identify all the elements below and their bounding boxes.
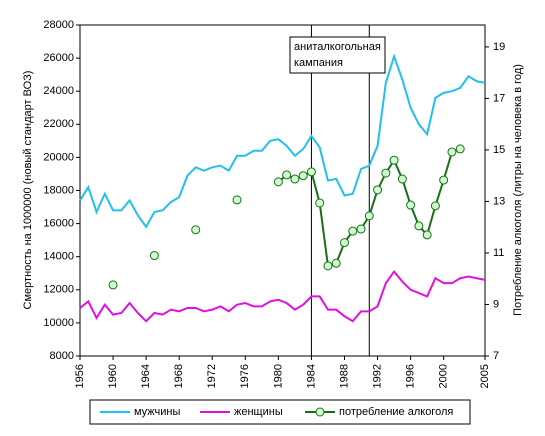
annotation-box — [289, 36, 386, 74]
y2-tick-label: 13 — [493, 195, 505, 207]
marker — [149, 251, 159, 261]
marker — [331, 258, 341, 268]
x-tick-label: 1984 — [305, 364, 317, 388]
x-tick-label: 1988 — [338, 364, 350, 388]
y2-tick-label: 7 — [493, 350, 499, 362]
y2-tick-label: 11 — [493, 247, 504, 259]
marker — [373, 185, 383, 195]
marker — [422, 230, 432, 240]
legend-label: мужчины — [134, 406, 180, 418]
marker — [406, 200, 416, 210]
marker — [348, 226, 358, 236]
marker — [447, 147, 457, 157]
x-tick-label: 1980 — [272, 364, 284, 388]
y-tick-label: 16000 — [43, 218, 74, 230]
legend-label: потребление алкоголя — [339, 406, 453, 418]
x-tick-label: 1960 — [107, 364, 119, 388]
y-tick-label: 20000 — [43, 151, 74, 163]
y-tick-label: 28000 — [43, 19, 74, 31]
marker — [306, 167, 316, 177]
annotation: кампания — [294, 57, 343, 69]
marker — [298, 171, 308, 181]
marker — [273, 177, 283, 187]
x-tick-label: 1964 — [140, 364, 152, 388]
y2-tick-label: 9 — [493, 298, 499, 310]
marker — [315, 198, 325, 208]
x-tick-label: 1968 — [173, 364, 185, 388]
marker — [339, 238, 349, 248]
marker — [356, 224, 366, 234]
marker — [430, 201, 440, 211]
x-tick-label: 1972 — [206, 364, 218, 388]
x-tick-label: 1996 — [405, 364, 417, 388]
x-tick-label: 1992 — [371, 364, 383, 388]
marker — [381, 168, 391, 178]
marker — [455, 144, 465, 154]
y2-tick-label: 15 — [493, 144, 505, 156]
plot-frame — [79, 24, 486, 357]
series-line — [79, 53, 486, 229]
marker — [232, 195, 242, 205]
marker — [282, 170, 292, 180]
legend-frame — [89, 399, 471, 425]
marker — [439, 175, 449, 185]
marker — [364, 211, 374, 221]
legend-label: женщины — [234, 406, 283, 418]
marker — [323, 261, 333, 271]
legend-marker — [315, 407, 325, 417]
y-tick-label: 22000 — [43, 118, 74, 130]
marker — [191, 225, 201, 235]
y-tick-label: 18000 — [43, 184, 74, 196]
x-tick-label: 1976 — [239, 364, 251, 388]
y-tick-label: 14000 — [43, 251, 74, 263]
y2-tick-label: 17 — [493, 92, 505, 104]
x-tick-label: 1956 — [74, 364, 86, 388]
marker — [108, 280, 118, 290]
marker — [290, 174, 300, 184]
y-axis-label: Смертность на 1000000 (новый стандарт ВО… — [22, 71, 34, 310]
series-line — [79, 269, 486, 323]
y2-tick-label: 19 — [493, 41, 505, 53]
y-tick-label: 24000 — [43, 85, 74, 97]
y-tick-label: 8000 — [50, 350, 74, 362]
marker — [389, 155, 399, 165]
marker — [414, 221, 424, 231]
y-tick-label: 26000 — [43, 52, 74, 64]
annotation: аниталкогольная — [294, 41, 381, 53]
x-tick-label: 2005 — [479, 364, 491, 388]
marker — [397, 174, 407, 184]
y-tick-label: 12000 — [43, 284, 74, 296]
y-tick-label: 10000 — [43, 317, 74, 329]
y2-axis-label: Потребление алкоголя (литры на человека … — [512, 64, 524, 316]
x-tick-label: 2000 — [438, 364, 450, 388]
